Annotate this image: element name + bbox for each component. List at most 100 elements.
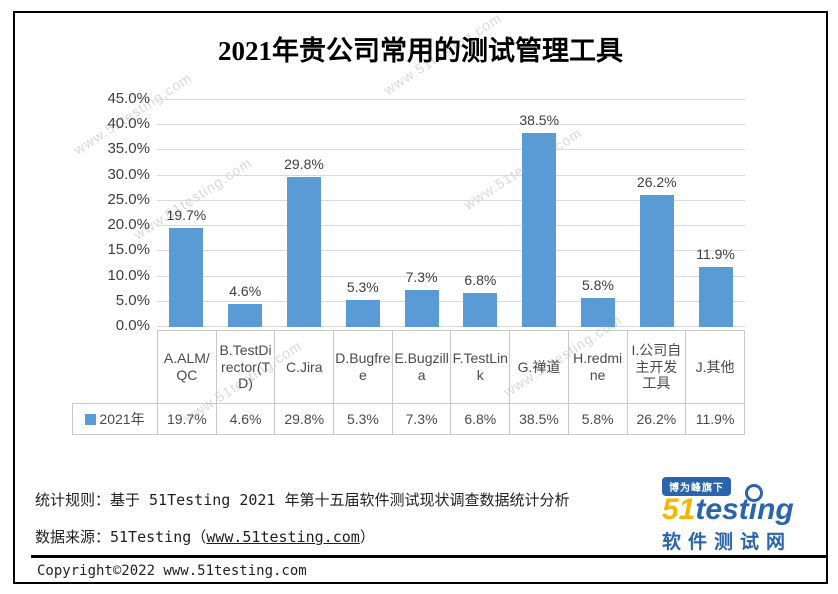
- chart-title: 2021年贵公司常用的测试管理工具: [218, 36, 623, 66]
- plot-row: 45.0% 40.0% 35.0% 30.0% 25.0% 20.0% 15.0% 10.0%…: [72, 90, 745, 334]
- copyright-text: Copyright©2022 www.51testing.com: [37, 563, 307, 579]
- bar-value-label: 5.3%: [346, 279, 379, 296]
- gridline: [157, 326, 745, 327]
- bar-column: 26.2%: [627, 99, 686, 327]
- logo-test-text: test: [695, 493, 749, 526]
- bar-value-label: 29.8%: [284, 155, 324, 172]
- gridline: [157, 276, 745, 277]
- value-cell: 26.2%: [626, 403, 687, 435]
- y-axis: 45.0% 40.0% 35.0% 30.0% 25.0% 20.0% 15.0% 10.0%…: [72, 90, 157, 334]
- y-axis-tick-label: 30.0%: [107, 166, 150, 183]
- bar: [404, 290, 439, 327]
- bar-column: 19.7%: [157, 99, 216, 327]
- category-label-cell: H.redmine: [567, 330, 628, 404]
- gridline: [157, 301, 745, 302]
- bar: [286, 176, 321, 327]
- y-axis-tick-label: 10.0%: [107, 267, 150, 284]
- bar-value-label: 11.9%: [696, 245, 735, 262]
- gridline: [157, 124, 745, 125]
- gridline: [157, 175, 745, 176]
- bar: [463, 292, 498, 327]
- magnifier-icon: [744, 484, 763, 502]
- y-axis-tick-label: 40.0%: [107, 115, 150, 132]
- bar-value-label: 5.8%: [582, 276, 614, 293]
- bar: [639, 194, 674, 327]
- value-cell: 5.3%: [333, 403, 393, 435]
- bar-column: 38.5%: [510, 99, 569, 327]
- bar-columns: 19.7% 4.6% 29.8% 5.3% 7.3% 6.8% 38.5% 5.8% 26.2%…: [157, 99, 745, 327]
- y-axis-tick-label: 35.0%: [107, 140, 150, 157]
- value-cell: 29.8%: [274, 403, 335, 435]
- logo-badge: 博为峰旗下: [662, 477, 731, 496]
- bar: [169, 227, 204, 327]
- category-row: A.ALM/QC B.TestDirector(TD) C.Jira D.Bugfre…: [73, 330, 745, 404]
- category-label-cell: C.Jira: [274, 330, 335, 404]
- bar-value-label: 19.7%: [166, 206, 207, 223]
- logo-51-text: 51: [662, 493, 696, 526]
- category-label-cell: G.禅道: [509, 330, 569, 404]
- plot-area: 19.7% 4.6% 29.8% 5.3% 7.3% 6.8% 38.5% 5.8% 26.2%…: [157, 99, 745, 327]
- logo-subtitle: 软件测试网: [662, 532, 793, 553]
- y-axis-tick-label: 20.0%: [107, 216, 150, 233]
- y-axis-tick-label: 5.0%: [115, 292, 150, 309]
- y-axis-tick-label: 45.0%: [107, 90, 150, 107]
- footer-notes: 统计规则：基于 51Testing 2021 年第十五届软件测试现状调查数据统计…: [35, 489, 570, 563]
- y-axis-tick-label: 0.0%: [115, 317, 150, 334]
- bar-value-label: 7.3%: [405, 269, 438, 286]
- value-row: 2021年 19.7% 4.6% 29.8% 5.3% 7.3% 6.8% 38.5% 5.8…: [72, 403, 745, 435]
- bar-column: 5.3%: [333, 99, 392, 327]
- category-label-cell: J.其他: [685, 330, 745, 404]
- legend-series-label: 2021年: [99, 411, 145, 427]
- category-label-cell: A.ALM/QC: [157, 330, 217, 404]
- bar: [345, 300, 380, 327]
- data-source-suffix: ）: [359, 528, 375, 546]
- bar-column: 11.9%: [686, 99, 745, 327]
- logo-wordmark: 51testı ng: [662, 484, 812, 526]
- bar-value-label: 26.2%: [636, 173, 677, 190]
- category-label-cell: D.Bugfree: [333, 330, 393, 404]
- bar-value-label: 6.8%: [464, 271, 497, 288]
- y-axis-tick-label: 15.0%: [107, 241, 150, 258]
- value-cell: 38.5%: [509, 403, 569, 435]
- legend-cell: 2021年: [72, 403, 158, 435]
- value-cell: 19.7%: [157, 403, 217, 435]
- 51testing-logo: 博为峰旗下 51testı ng 软件测试网: [662, 477, 812, 554]
- gridline: [157, 99, 745, 100]
- gridline: [157, 225, 745, 226]
- logo-ng-text: ng: [757, 493, 794, 526]
- bar-column: 29.8%: [275, 99, 334, 327]
- gridline: [157, 250, 745, 251]
- bar: [580, 297, 615, 327]
- category-label-cell: F.TestLink: [450, 330, 511, 404]
- category-label-cell: E.Bugzilla: [391, 330, 452, 404]
- logo-i-stem: ı: [744, 484, 763, 526]
- bar-value-label: 4.6%: [229, 282, 262, 299]
- y-axis-tick-label: 25.0%: [107, 191, 150, 208]
- bar-column: 6.8%: [451, 99, 510, 327]
- bar-value-label: 38.5%: [519, 111, 560, 128]
- value-cell: 7.3%: [391, 403, 452, 435]
- bar-column: 5.8%: [569, 99, 628, 327]
- value-cell: 6.8%: [450, 403, 511, 435]
- bar: [522, 132, 557, 327]
- table-corner-spacer: [73, 331, 158, 404]
- value-cell: 11.9%: [685, 403, 745, 435]
- gridline: [157, 200, 745, 201]
- category-label-cell: B.TestDirector(TD): [215, 330, 276, 404]
- bar: [228, 303, 263, 327]
- bar-column: 7.3%: [392, 99, 451, 327]
- legend-swatch-icon: [85, 414, 97, 425]
- data-source-prefix: 数据来源：51Testing（: [35, 528, 207, 546]
- footer-divider-line: [31, 555, 826, 558]
- value-cell: 5.8%: [567, 403, 628, 435]
- gridline: [157, 149, 745, 150]
- bar: [698, 266, 733, 327]
- chart-data-table: A.ALM/QC B.TestDirector(TD) C.Jira D.Bugfre…: [72, 330, 745, 435]
- value-cell: 4.6%: [215, 403, 276, 435]
- source-website-link[interactable]: www.51testing.com: [206, 528, 360, 546]
- page-border-frame: www.51testing.com www.51testing.com www.…: [13, 9, 828, 584]
- bar-chart: 45.0% 40.0% 35.0% 30.0% 25.0% 20.0% 15.0% 10.0%…: [72, 90, 745, 435]
- category-label-cell: I.公司自主开发工具: [626, 330, 687, 404]
- data-source-line: 数据来源：51Testing（www.51testing.com）: [35, 526, 570, 547]
